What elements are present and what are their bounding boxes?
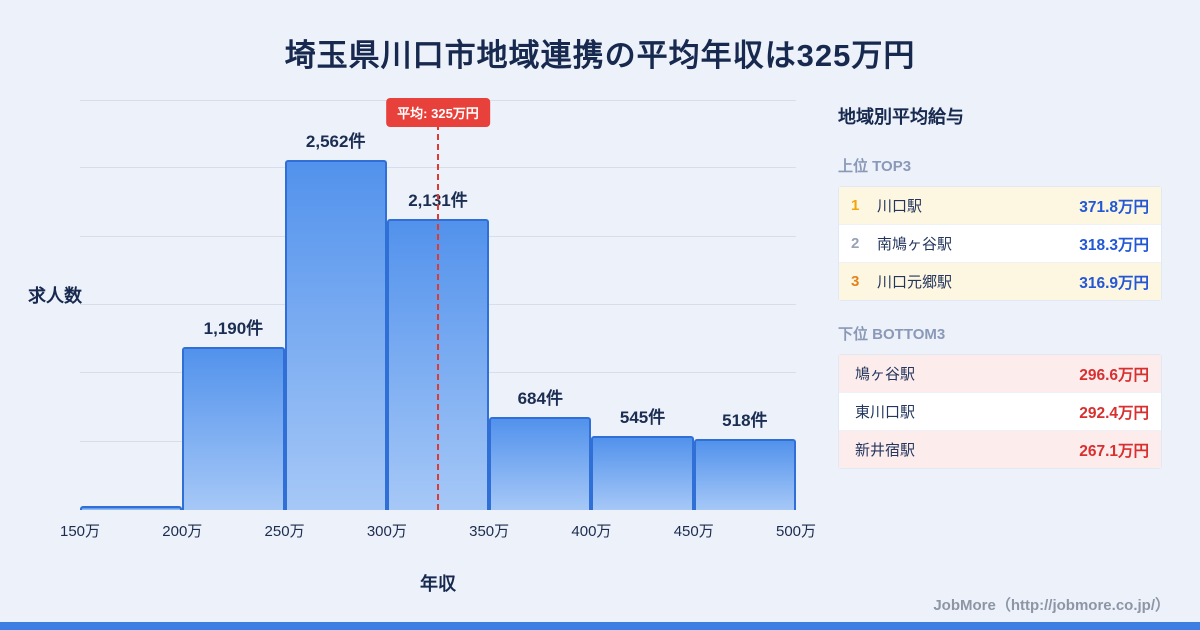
salary-value: 371.8万円 xyxy=(1079,198,1149,216)
table-row: 鳩ヶ谷駅 296.6万円 xyxy=(839,355,1161,392)
bar-count-label: 545件 xyxy=(619,407,666,427)
station-name: 川口元郷駅 xyxy=(877,274,953,291)
table-row: 新井宿駅 267.1万円 xyxy=(839,430,1161,468)
x-tick-label: 250万 xyxy=(264,523,305,540)
station-name: 東川口駅 xyxy=(855,404,916,421)
station-name: 川口駅 xyxy=(877,198,923,215)
histogram-plot-area: 1,190件 2,562件 2,131件 684件 545件 518件 平均: 325万円 xyxy=(80,98,796,510)
footer-accent-bar xyxy=(0,622,1200,630)
rank-badge: 2 xyxy=(851,235,860,252)
bar-count-label: 684件 xyxy=(517,388,563,408)
histogram-bar xyxy=(284,159,387,510)
rank-badge: 1 xyxy=(851,197,860,214)
station-name: 新井宿駅 xyxy=(855,442,916,459)
salary-value: 316.9万円 xyxy=(1079,274,1149,292)
bar-count-label: 2,562件 xyxy=(305,131,366,151)
top3-table: 1 川口駅 371.8万円 2 南鳩ヶ谷駅 318.3万円 3 川口元郷駅 31… xyxy=(838,186,1162,301)
table-row: 1 川口駅 371.8万円 xyxy=(839,187,1161,224)
x-tick-label: 500万 xyxy=(775,523,817,540)
region-salary-sidebar: 地域別平均給与 上位 TOP3 1 川口駅 371.8万円 2 南鳩ヶ谷駅 31… xyxy=(838,103,1162,491)
x-tick-label: 150万 xyxy=(59,523,101,540)
x-tick-label: 450万 xyxy=(673,523,714,540)
station-name: 南鳩ヶ谷駅 xyxy=(877,236,953,253)
sidebar-title: 地域別平均給与 xyxy=(838,107,964,127)
bar-count-label: 1,190件 xyxy=(203,319,264,339)
x-tick-label: 350万 xyxy=(469,523,510,540)
rank-badge: 3 xyxy=(851,273,860,290)
histogram-bar xyxy=(182,347,285,510)
salary-value: 292.4万円 xyxy=(1079,404,1149,422)
x-axis-label: 年収 xyxy=(420,574,456,594)
x-axis-ticks: 150万 200万 250万 300万 350万 400万 450万 500万 xyxy=(60,520,816,540)
table-row: 2 南鳩ヶ谷駅 318.3万円 xyxy=(839,224,1161,262)
histogram-bar xyxy=(489,416,592,510)
x-tick-label: 200万 xyxy=(162,523,203,540)
top3-heading: 上位 TOP3 xyxy=(838,158,912,175)
salary-value: 318.3万円 xyxy=(1079,236,1149,254)
salary-value: 267.1万円 xyxy=(1079,442,1149,460)
station-name: 鳩ヶ谷駅 xyxy=(855,366,916,383)
salary-value: 296.6万円 xyxy=(1079,366,1149,384)
x-tick-label: 400万 xyxy=(571,523,612,540)
bar-count-label: 518件 xyxy=(722,411,768,431)
histogram-bar xyxy=(80,505,183,510)
average-line xyxy=(437,124,439,510)
bottom3-heading: 下位 BOTTOM3 xyxy=(838,326,946,343)
table-row: 東川口駅 292.4万円 xyxy=(839,392,1161,430)
histogram-bar xyxy=(591,435,694,510)
y-axis-label: 求人数 xyxy=(28,286,82,306)
average-label: 平均: 325万円 xyxy=(386,98,490,127)
source-credit: JobMore（http://jobmore.co.jp/） xyxy=(933,597,1170,614)
bottom3-table: 鳩ヶ谷駅 296.6万円 東川口駅 292.4万円 新井宿駅 267.1万円 xyxy=(838,354,1162,469)
table-row: 3 川口元郷駅 316.9万円 xyxy=(839,262,1161,300)
page-title: 埼玉県川口市地域連携の平均年収は325万円 xyxy=(284,38,916,73)
x-tick-label: 300万 xyxy=(366,523,407,540)
histogram-bar xyxy=(693,439,796,510)
